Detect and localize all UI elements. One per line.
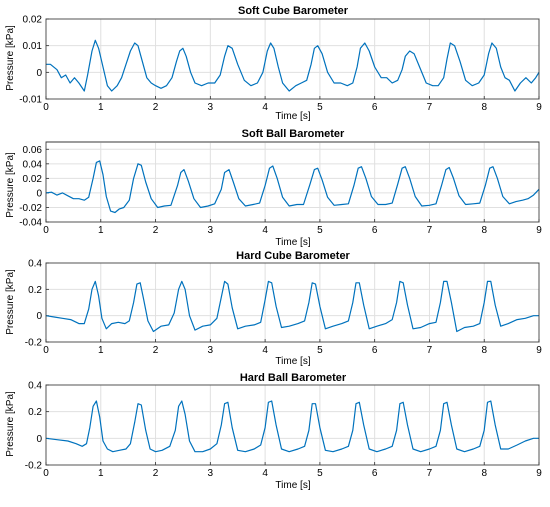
chart-title: Hard Ball Barometer	[240, 372, 347, 384]
x-tick-label: 0	[43, 468, 49, 479]
x-tick-label: 1	[98, 468, 104, 479]
chart-title: Soft Ball Barometer	[242, 128, 345, 140]
y-tick-label: -0.2	[25, 461, 43, 472]
plot-area	[45, 141, 540, 223]
y-tick-label: -0.2	[25, 338, 43, 349]
y-tick-label: 0.4	[28, 259, 42, 270]
panel-hard-ball: Hard Ball Barometer Time [s] Pressure [k…	[5, 372, 542, 491]
x-tick-label: 7	[427, 345, 433, 356]
x-tick-label: 3	[208, 345, 214, 356]
x-axis-label: Time [s]	[275, 237, 310, 248]
x-tick-label: 6	[372, 468, 378, 479]
x-tick-label: 0	[43, 102, 49, 113]
y-tick-label: -0.02	[19, 203, 42, 214]
y-tick-label: -0.04	[19, 218, 42, 229]
series-line	[45, 400, 539, 453]
x-tick-label: 3	[208, 225, 214, 236]
y-tick-label: 0.4	[28, 381, 42, 392]
y-tick-label: 0	[36, 68, 42, 79]
x-tick-label: 9	[536, 102, 542, 113]
x-axis-label: Time [s]	[275, 111, 310, 122]
x-tick-label: 4	[262, 102, 268, 113]
y-axis-label: Pressure [kPa]	[5, 25, 16, 91]
chart-title: Soft Cube Barometer	[238, 5, 349, 17]
x-tick-label: 9	[536, 225, 542, 236]
x-tick-label: 5	[317, 102, 323, 113]
x-tick-label: 4	[262, 468, 268, 479]
x-tick-label: 2	[153, 102, 159, 113]
panel-soft-cube: Soft Cube Barometer Time [s] Pressure [k…	[5, 5, 542, 122]
y-tick-label: -0.01	[19, 95, 42, 106]
x-tick-label: 8	[481, 468, 487, 479]
x-tick-label: 1	[98, 102, 104, 113]
x-tick-label: 5	[317, 345, 323, 356]
y-axis-label: Pressure [kPa]	[5, 391, 16, 457]
x-tick-label: 6	[372, 102, 378, 113]
x-tick-label: 0	[43, 225, 49, 236]
plot-area	[45, 262, 540, 343]
panel-hard-cube: Hard Cube Barometer Time [s] Pressure [k…	[5, 250, 542, 367]
plot-frame	[45, 18, 540, 100]
x-tick-label: 5	[317, 225, 323, 236]
x-tick-label: 2	[153, 225, 159, 236]
plot-area	[45, 18, 540, 100]
x-tick-label: 2	[153, 468, 159, 479]
x-tick-label: 7	[427, 468, 433, 479]
series-line	[46, 39, 540, 92]
x-tick-label: 3	[208, 468, 214, 479]
x-axis-label: Time [s]	[275, 356, 310, 367]
y-tick-label: 0	[36, 311, 42, 322]
plot-frame	[45, 141, 540, 223]
y-axis-label: Pressure [kPa]	[5, 269, 16, 335]
x-tick-label: 4	[262, 225, 268, 236]
x-tick-label: 2	[153, 345, 159, 356]
chart-title: Hard Cube Barometer	[236, 250, 350, 262]
series-line	[45, 280, 539, 333]
x-tick-label: 3	[208, 102, 214, 113]
y-axis-label: Pressure [kPa]	[5, 152, 16, 218]
x-tick-label: 6	[372, 345, 378, 356]
x-tick-label: 1	[98, 345, 104, 356]
x-tick-label: 0	[43, 345, 49, 356]
y-tick-label: 0.06	[23, 145, 43, 156]
y-tick-label: 0.02	[23, 15, 43, 26]
plot-frame	[45, 384, 540, 466]
panel-soft-ball: Soft Ball Barometer Time [s] Pressure [k…	[5, 128, 542, 248]
y-tick-label: 0	[36, 434, 42, 445]
x-tick-label: 4	[262, 345, 268, 356]
x-tick-label: 7	[427, 102, 433, 113]
x-tick-label: 9	[536, 345, 542, 356]
plot-area	[45, 384, 540, 466]
plot-frame	[45, 262, 540, 343]
y-tick-label: 0.04	[23, 159, 43, 170]
x-tick-label: 8	[481, 225, 487, 236]
y-tick-label: 0.02	[23, 174, 43, 185]
y-tick-label: 0.01	[23, 41, 43, 52]
x-tick-label: 5	[317, 468, 323, 479]
x-tick-label: 6	[372, 225, 378, 236]
y-tick-label: 0.2	[28, 285, 42, 296]
y-tick-label: 0	[36, 188, 42, 199]
x-tick-label: 8	[481, 102, 487, 113]
x-axis-label: Time [s]	[275, 480, 310, 491]
y-tick-label: 0.2	[28, 407, 42, 418]
x-tick-label: 9	[536, 468, 542, 479]
x-tick-label: 1	[98, 225, 104, 236]
series-line	[45, 160, 540, 214]
x-tick-label: 8	[481, 345, 487, 356]
x-tick-label: 7	[427, 225, 433, 236]
